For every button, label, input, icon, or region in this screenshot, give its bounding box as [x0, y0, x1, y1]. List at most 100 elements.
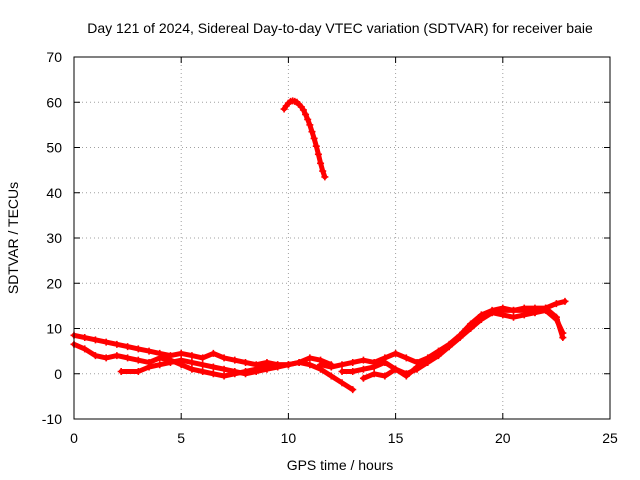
- axis-ticks: 0 5 10 15 20 25 -10 0 10 20 30 40 50 60 70: [42, 49, 618, 446]
- data-point-marker: [321, 173, 329, 181]
- data-point-marker: [552, 300, 560, 308]
- data-point-marker: [381, 372, 389, 380]
- x-tick-label: 0: [70, 430, 78, 446]
- data-point-marker: [166, 358, 174, 366]
- chart-title: Day 121 of 2024, Sidereal Day-to-day VTE…: [87, 20, 593, 36]
- y-tick-label: 0: [54, 366, 62, 382]
- series-trace: [118, 357, 356, 393]
- data-point-marker: [306, 354, 314, 362]
- data-point-marker: [314, 150, 322, 158]
- x-tick-label: 5: [177, 430, 185, 446]
- data-point-marker: [113, 340, 121, 348]
- data-point-marker: [359, 374, 367, 382]
- y-axis-label: SDTVAR / TECUs: [5, 182, 21, 294]
- data-point-marker: [220, 372, 228, 380]
- data-point-marker: [392, 365, 400, 373]
- data-point-marker: [456, 334, 464, 342]
- data-point-marker: [370, 370, 378, 378]
- data-point-marker: [102, 338, 110, 346]
- y-tick-label: 30: [46, 230, 62, 246]
- series-track-c: [117, 356, 357, 394]
- data-point-marker: [231, 356, 239, 364]
- data-series: [70, 97, 569, 394]
- data-point-marker: [188, 365, 196, 373]
- data-point-marker: [312, 142, 320, 150]
- data-point-marker: [124, 354, 132, 362]
- data-point-marker: [327, 372, 335, 380]
- data-point-marker: [145, 363, 153, 371]
- x-tick-label: 10: [281, 430, 297, 446]
- data-point-marker: [413, 365, 421, 373]
- data-point-marker: [531, 309, 539, 317]
- data-point-marker: [370, 363, 378, 371]
- data-point-marker: [338, 361, 346, 369]
- data-point-marker: [319, 167, 327, 175]
- data-point-marker: [242, 358, 250, 366]
- data-point-marker: [338, 367, 346, 375]
- data-point-marker: [302, 110, 310, 118]
- data-point-marker: [304, 115, 312, 123]
- data-point-marker: [188, 358, 196, 366]
- series-track-f: [359, 306, 567, 382]
- data-point-marker: [117, 367, 125, 375]
- y-tick-label: 40: [46, 185, 62, 201]
- data-point-marker: [542, 306, 550, 314]
- data-point-marker: [381, 358, 389, 366]
- data-point-marker: [199, 367, 207, 375]
- data-point-marker: [306, 361, 314, 369]
- data-point-marker: [520, 306, 528, 314]
- series-track-g: [280, 97, 329, 181]
- data-point-marker: [327, 363, 335, 371]
- data-point-marker: [310, 134, 318, 142]
- data-point-marker: [81, 345, 89, 353]
- grid: [74, 57, 610, 419]
- data-point-marker: [81, 334, 89, 342]
- data-point-marker: [349, 386, 357, 394]
- data-point-marker: [91, 352, 99, 360]
- data-point-marker: [295, 358, 303, 366]
- x-tick-label: 15: [388, 430, 404, 446]
- data-point-marker: [467, 325, 475, 332]
- data-point-marker: [145, 347, 153, 355]
- data-point-marker: [392, 349, 400, 357]
- data-point-marker: [488, 309, 496, 317]
- data-point-marker: [510, 306, 518, 314]
- data-point-marker: [559, 329, 567, 337]
- y-tick-label: -10: [42, 411, 62, 427]
- data-point-marker: [499, 306, 507, 314]
- x-tick-label: 25: [602, 430, 618, 446]
- data-point-marker: [220, 354, 228, 362]
- y-tick-label: 20: [46, 275, 62, 291]
- data-point-marker: [209, 349, 217, 357]
- data-point-marker: [402, 354, 410, 362]
- data-point-marker: [510, 313, 518, 321]
- data-point-marker: [199, 361, 207, 369]
- data-point-marker: [252, 367, 260, 375]
- data-point-marker: [349, 358, 357, 366]
- data-point-marker: [359, 365, 367, 373]
- data-point-marker: [188, 352, 196, 360]
- data-point-marker: [477, 315, 485, 323]
- data-point-marker: [113, 352, 121, 360]
- data-point-marker: [424, 358, 432, 366]
- y-tick-label: 70: [46, 49, 62, 65]
- data-point-marker: [561, 297, 569, 305]
- plot-frame: [73, 56, 611, 420]
- data-point-marker: [209, 370, 217, 378]
- data-point-marker: [359, 356, 367, 364]
- data-point-marker: [306, 121, 314, 129]
- x-tick-label: 20: [495, 430, 511, 446]
- data-point-marker: [317, 361, 325, 369]
- y-tick-label: 60: [46, 94, 62, 110]
- data-point-marker: [284, 361, 292, 369]
- x-axis-label: GPS time / hours: [287, 457, 394, 473]
- data-point-marker: [134, 345, 142, 353]
- data-point-marker: [263, 365, 271, 373]
- data-point-marker: [242, 370, 250, 378]
- data-point-marker: [199, 354, 207, 362]
- y-tick-label: 10: [46, 321, 62, 337]
- data-point-marker: [177, 356, 185, 364]
- data-point-marker: [274, 363, 282, 371]
- data-point-marker: [156, 354, 164, 362]
